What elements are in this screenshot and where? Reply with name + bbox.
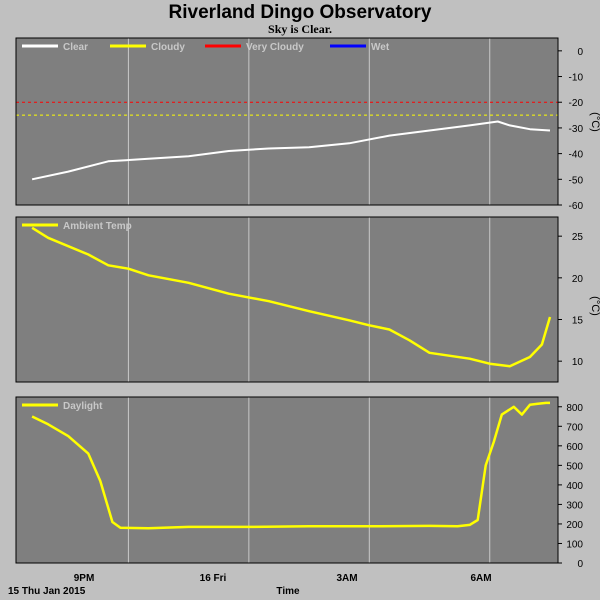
plot-frame	[15, 396, 559, 564]
y-tick-label: -50	[569, 175, 584, 186]
chart-panel-2: 25 20 15 10 (°C) Ambient Temp	[15, 216, 600, 383]
legend-label: Wet	[371, 42, 390, 53]
plot-frame	[15, 216, 559, 383]
y-tick-label: 300	[566, 500, 583, 511]
y-tick-label: 25	[572, 232, 584, 243]
x-tick-label: 16 Fri	[200, 573, 227, 584]
y-tick-label: 0	[577, 559, 583, 570]
y-axis-unit: (°C)	[589, 296, 600, 316]
y-tick-label: 800	[566, 403, 583, 414]
x-tick-label: 3AM	[336, 573, 357, 584]
sky-status-subtitle: Sky is Clear.	[268, 22, 332, 36]
y-tick-label: 600	[566, 442, 583, 453]
y-tick-label: 100	[566, 539, 583, 550]
legend-label: Ambient Temp	[63, 221, 132, 232]
y-axis-unit: (°C)	[589, 112, 600, 132]
y-tick-label: 20	[572, 274, 584, 285]
page-title: Riverland Dingo Observatory	[168, 2, 432, 23]
y-tick-label: -10	[569, 73, 584, 84]
y-tick-label: 400	[566, 481, 583, 492]
legend-label: Cloudy	[151, 42, 185, 53]
plot-area	[16, 217, 558, 382]
legend-label: Very Cloudy	[246, 42, 304, 53]
legend-label: Clear	[63, 42, 88, 53]
x-tick-label: 9PM	[74, 573, 95, 584]
y-tick-label: -30	[569, 124, 584, 135]
y-tick-label: 200	[566, 520, 583, 531]
plot-area	[16, 38, 558, 205]
x-axis-title: Time	[276, 586, 300, 597]
legend-label: Daylight	[63, 401, 103, 412]
plot-frame	[15, 37, 559, 206]
y-tick-label: -60	[569, 201, 584, 212]
y-tick-label: 10	[572, 357, 584, 368]
y-tick-label: 500	[566, 461, 583, 472]
series-line-ambient-temp	[31, 226, 552, 368]
y-tick-label: 15	[572, 316, 584, 327]
y-tick-label: -40	[569, 150, 584, 161]
y-tick-label: 0	[577, 47, 583, 58]
series-line-daylight	[31, 401, 550, 530]
y-tick-label: -20	[569, 98, 584, 109]
plot-area	[16, 397, 558, 563]
chart-panel-3: 800 700 600 500 400 300 200 100 0 Daylight	[15, 396, 583, 570]
series-line-clear	[31, 120, 551, 181]
y-tick-label: 700	[566, 422, 583, 433]
x-tick-label: 6AM	[470, 573, 491, 584]
date-label: 15 Thu Jan 2015	[8, 586, 86, 597]
chart-panel-1: 0 -10 -20 -30 -40 -50 -60 (°C) Clear Cloudy Very C…	[15, 37, 600, 212]
